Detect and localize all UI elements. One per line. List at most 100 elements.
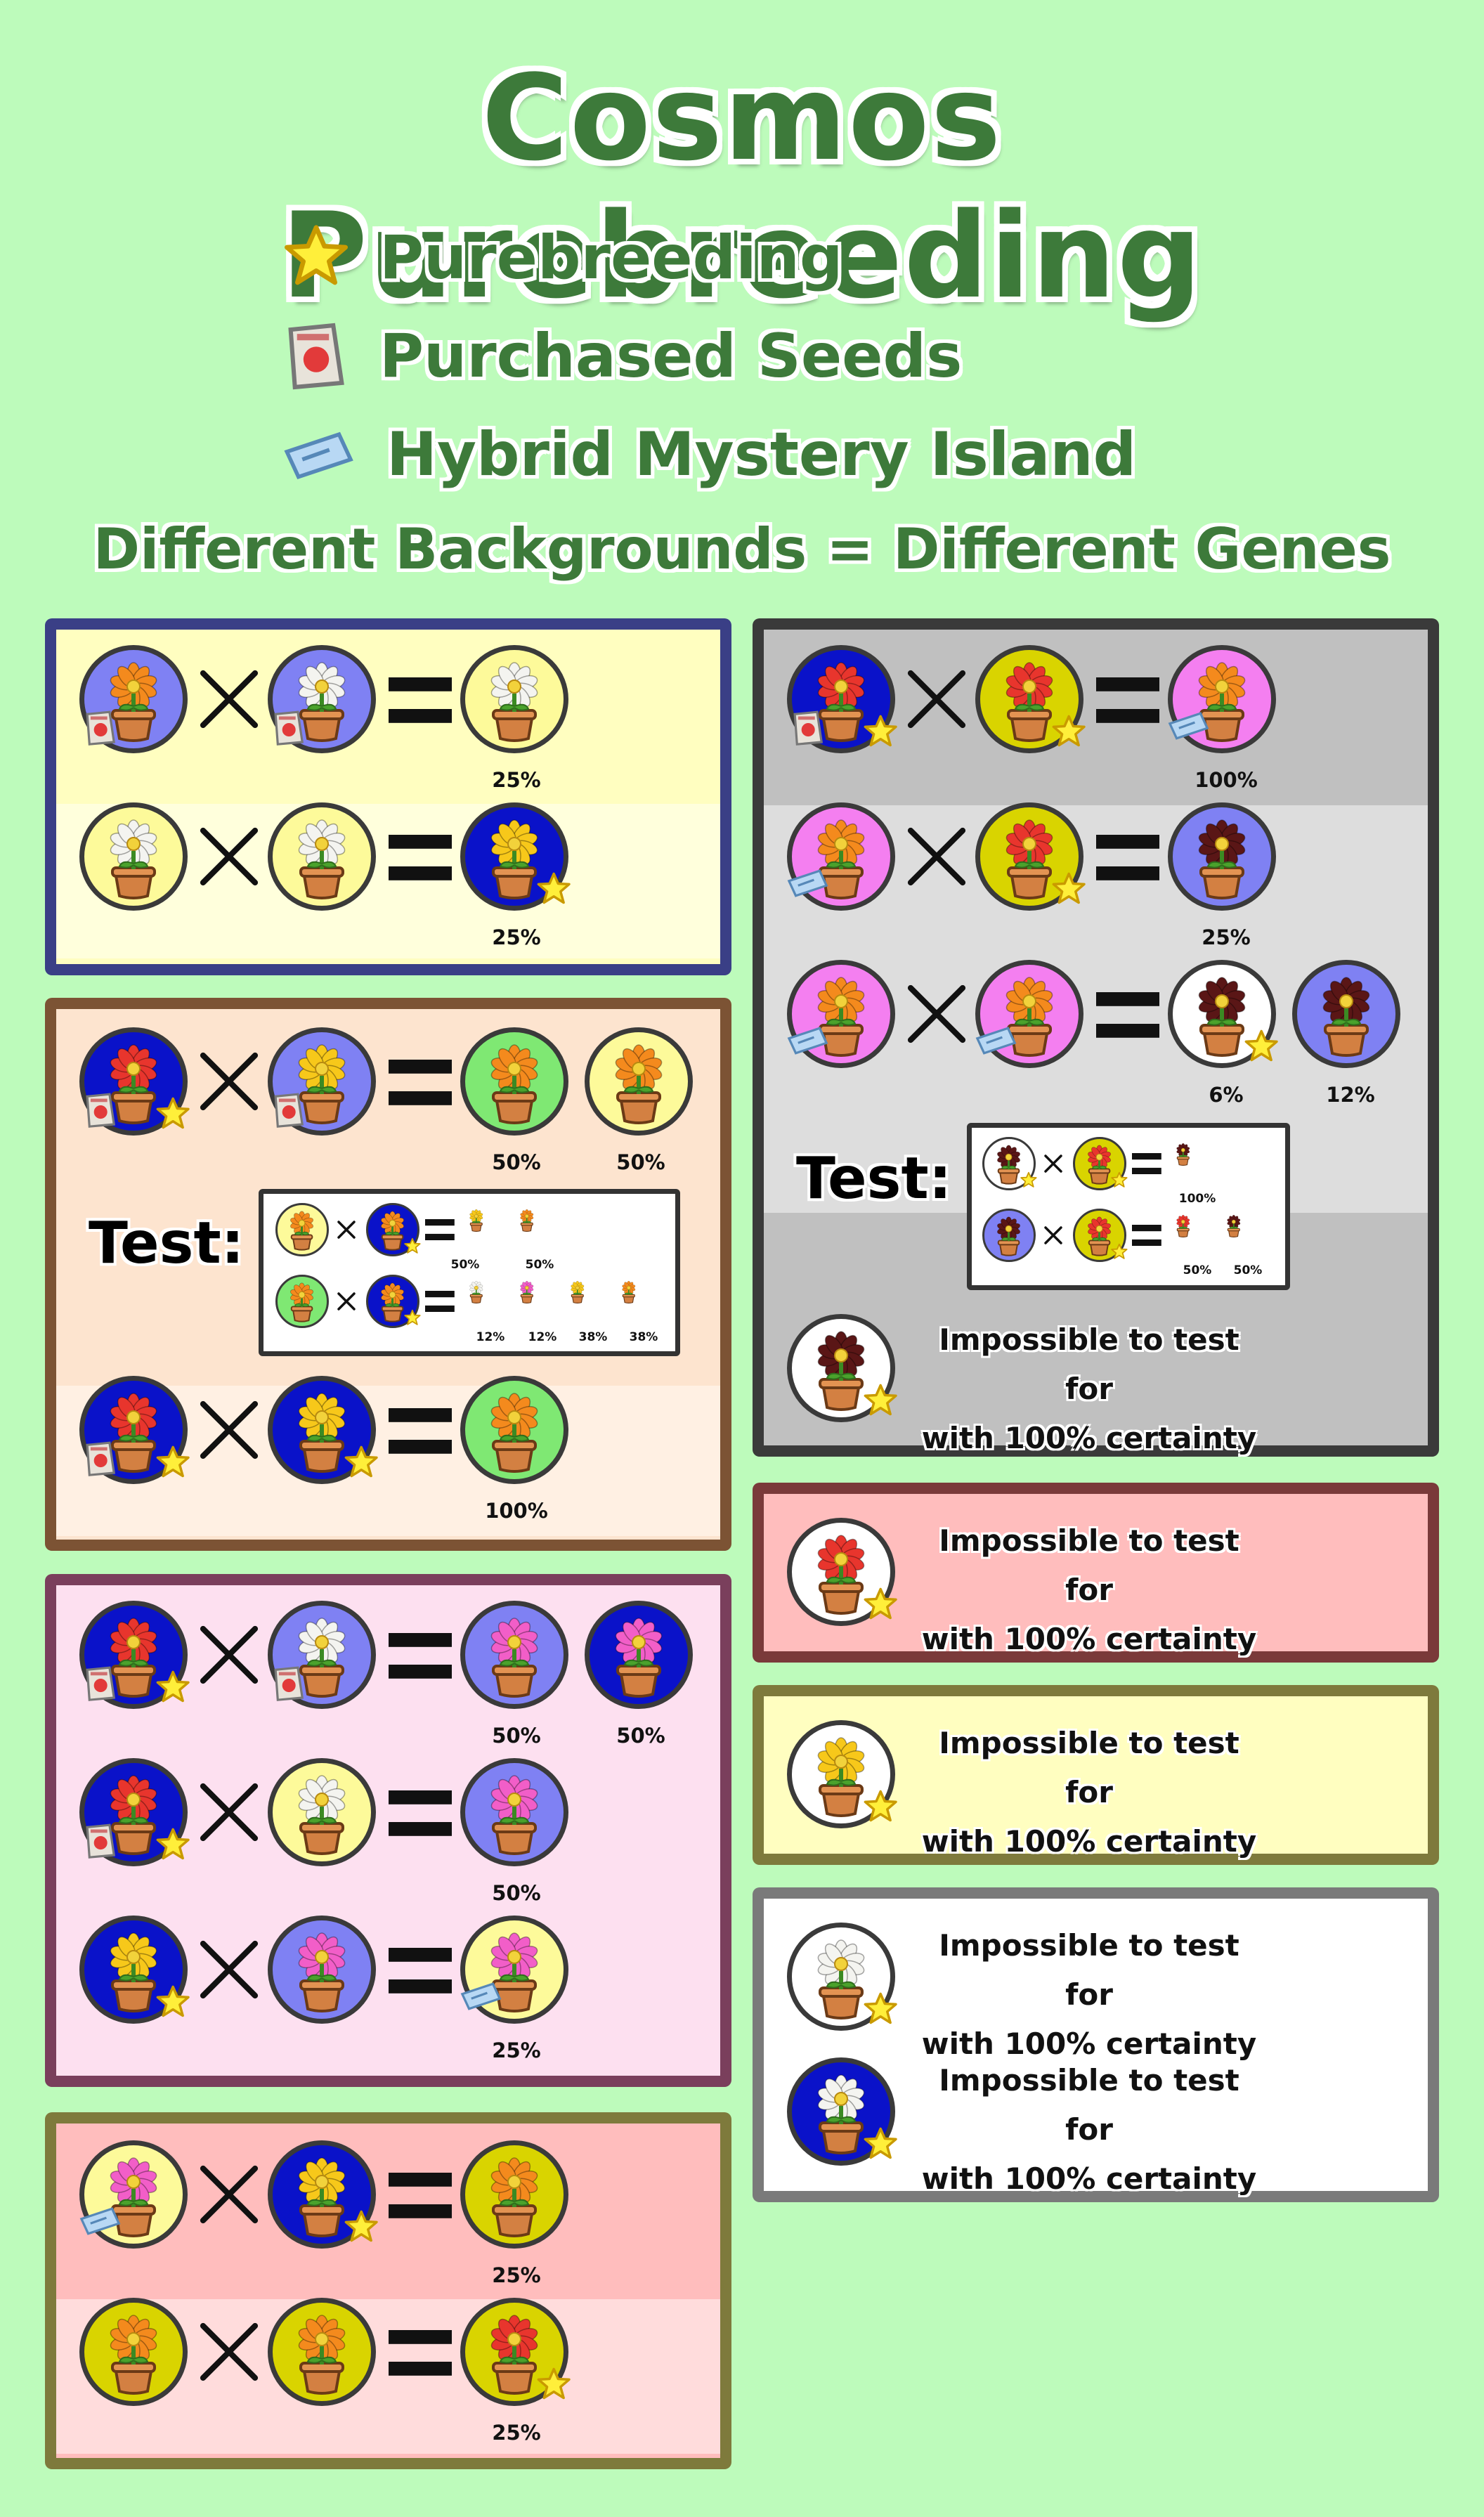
red-cosmos-icon bbox=[79, 1027, 188, 1136]
pct-label-small: 38% bbox=[629, 1330, 658, 1344]
legend-purebreeding-label: Purebreeding bbox=[379, 223, 843, 293]
pink-cosmos-icon bbox=[460, 1601, 568, 1709]
red-cosmos-icon bbox=[79, 1601, 188, 1709]
times-icon bbox=[200, 1625, 259, 1684]
times-icon bbox=[907, 670, 966, 729]
times-icon bbox=[200, 2165, 259, 2224]
white-cosmos-icon bbox=[268, 802, 376, 911]
red-cosmos-icon bbox=[79, 1376, 188, 1484]
seed-bag-icon bbox=[82, 1823, 119, 1859]
star-icon bbox=[403, 1309, 422, 1327]
white-cosmos-icon bbox=[462, 1277, 495, 1310]
black-cosmos-icon bbox=[982, 1137, 1036, 1190]
star-icon bbox=[1050, 714, 1087, 750]
equals-icon bbox=[389, 1060, 452, 1105]
white-cosmos-icon bbox=[268, 645, 376, 753]
black-cosmos-icon bbox=[1220, 1211, 1252, 1244]
pct-label: 25% bbox=[492, 925, 541, 949]
red-cosmos-icon bbox=[1169, 1211, 1202, 1244]
white-cosmos-icon bbox=[268, 1758, 376, 1866]
white-cosmos-icon bbox=[787, 1923, 895, 2031]
seed-bag-icon bbox=[82, 710, 119, 746]
seed-bag-icon bbox=[271, 1665, 307, 1702]
pct-label: 12% bbox=[1326, 1083, 1375, 1107]
times-icon bbox=[1044, 1226, 1062, 1244]
equals-icon bbox=[389, 1790, 452, 1836]
impossible-text-red: Impossible to test for with 100% certain… bbox=[913, 1516, 1265, 1664]
white-cosmos-icon bbox=[787, 2057, 895, 2166]
impossible-line-2: with 100% certainty bbox=[921, 2161, 1257, 2196]
orange-cosmos-icon bbox=[366, 1203, 419, 1256]
red-cosmos-icon bbox=[975, 802, 1083, 911]
star-icon bbox=[343, 1445, 379, 1481]
impossible-line-2: with 100% certainty bbox=[921, 2027, 1257, 2061]
yellow-cosmos-icon bbox=[79, 1916, 188, 2024]
white-cosmos-icon bbox=[79, 802, 188, 911]
impossible-line-1: Impossible to test for bbox=[939, 1928, 1239, 2012]
pct-label: 6% bbox=[1209, 1083, 1244, 1107]
black-cosmos-icon bbox=[1292, 960, 1400, 1068]
pct-label: 50% bbox=[492, 1881, 541, 1905]
yellow-cosmos-icon bbox=[268, 1027, 376, 1136]
test-label-orange: Test: bbox=[89, 1210, 245, 1277]
seed-bag-icon bbox=[82, 1092, 119, 1129]
yellow-cosmos-icon bbox=[564, 1277, 596, 1310]
red-cosmos-icon bbox=[1073, 1137, 1126, 1190]
pct-label: 100% bbox=[485, 1499, 548, 1523]
red-cosmos-icon bbox=[975, 645, 1083, 753]
star-icon bbox=[155, 1096, 191, 1133]
seed-bag-icon bbox=[271, 710, 307, 746]
black-cosmos-icon bbox=[787, 1314, 895, 1422]
ticket-icon bbox=[459, 1977, 505, 2014]
orange-cosmos-icon bbox=[460, 1027, 568, 1136]
star-icon bbox=[403, 1237, 422, 1256]
times-icon bbox=[200, 2322, 259, 2381]
star-icon bbox=[1243, 1029, 1280, 1065]
times-icon bbox=[337, 1292, 356, 1310]
black-cosmos-icon bbox=[1168, 960, 1276, 1068]
impossible-line-2: with 100% certainty bbox=[921, 1824, 1257, 1859]
legend-purebreeding: Purebreeding bbox=[281, 216, 842, 300]
pct-label-small: 12% bbox=[476, 1330, 505, 1344]
orange-cosmos-icon bbox=[615, 1277, 647, 1310]
red-cosmos-icon bbox=[787, 645, 895, 753]
orange-cosmos-icon bbox=[787, 960, 895, 1068]
pct-label: 25% bbox=[492, 2263, 541, 2287]
impossible-line-1: Impossible to test for bbox=[939, 1523, 1239, 1607]
equals-icon bbox=[1096, 677, 1159, 723]
red-cosmos-icon bbox=[460, 2298, 568, 2406]
times-icon bbox=[907, 984, 966, 1043]
ticket-icon bbox=[786, 1022, 831, 1058]
orange-cosmos-icon bbox=[585, 1027, 693, 1136]
pink-cosmos-icon bbox=[460, 1916, 568, 2024]
page-title: Cosmos Purebreeding bbox=[280, 49, 1204, 325]
star-icon bbox=[155, 1827, 191, 1864]
orange-cosmos-icon bbox=[366, 1275, 419, 1328]
orange-cosmos-icon bbox=[1168, 645, 1276, 753]
yellow-cosmos-icon bbox=[462, 1206, 495, 1238]
star-icon bbox=[862, 1991, 899, 2028]
yellow-cosmos-icon bbox=[268, 1376, 376, 1484]
star-icon bbox=[862, 1383, 899, 1419]
equals-icon bbox=[1131, 1224, 1161, 1246]
white-cosmos-icon bbox=[460, 645, 568, 753]
star-icon bbox=[155, 1670, 191, 1706]
star-icon bbox=[1020, 1171, 1038, 1190]
times-icon bbox=[337, 1221, 356, 1239]
equals-icon bbox=[389, 1408, 452, 1454]
star-icon bbox=[862, 1587, 899, 1623]
pink-cosmos-icon bbox=[460, 1758, 568, 1866]
test-label-gray: Test: bbox=[796, 1145, 952, 1212]
orange-cosmos-icon bbox=[275, 1203, 329, 1256]
seed-bag-icon bbox=[82, 1440, 119, 1477]
impossible-line-1: Impossible to test for bbox=[939, 2063, 1239, 2147]
pct-label: 25% bbox=[1202, 925, 1251, 949]
orange-cosmos-icon bbox=[513, 1206, 545, 1238]
times-icon bbox=[200, 1400, 259, 1459]
orange-cosmos-icon bbox=[460, 2140, 568, 2249]
orange-cosmos-icon bbox=[975, 960, 1083, 1068]
pct-label: 100% bbox=[1195, 768, 1258, 792]
impossible-text-blue: Impossible to test for with 100% certain… bbox=[913, 2056, 1265, 2204]
legend-hybrid-label: Hybrid Mystery Island bbox=[386, 420, 1137, 490]
equals-icon bbox=[389, 835, 452, 880]
